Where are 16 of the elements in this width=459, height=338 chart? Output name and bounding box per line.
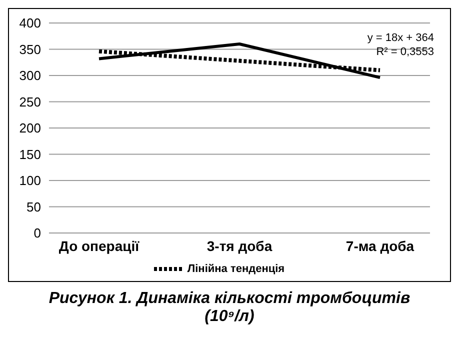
text: Рисунок 1. Динаміка кількості тромбоцитів (10⁹/л) <box>48 290 412 326</box>
x-tick-label: 3-тя доба <box>206 238 272 254</box>
annotation: R² = 0,3553 <box>375 45 434 59</box>
x-tick-label: 7-ма доба <box>346 238 414 254</box>
y-tick-label: 250 <box>19 94 41 110</box>
y-tick-label: 400 <box>19 16 41 31</box>
y-tick-label: 350 <box>19 42 41 57</box>
y-tick-label: 100 <box>19 173 41 188</box>
y-tick-label: 0 <box>34 226 41 241</box>
annotation: y = 18x + 364 <box>367 31 434 45</box>
legend-label: Лінійна тенденція <box>187 263 285 275</box>
x-tick-label: До операції <box>58 238 140 254</box>
y-tick-label: 50 <box>26 199 41 214</box>
y-tick-label: 200 <box>19 120 41 136</box>
y-tick-label: 150 <box>19 146 41 162</box>
y-tick-label: 300 <box>19 68 41 84</box>
